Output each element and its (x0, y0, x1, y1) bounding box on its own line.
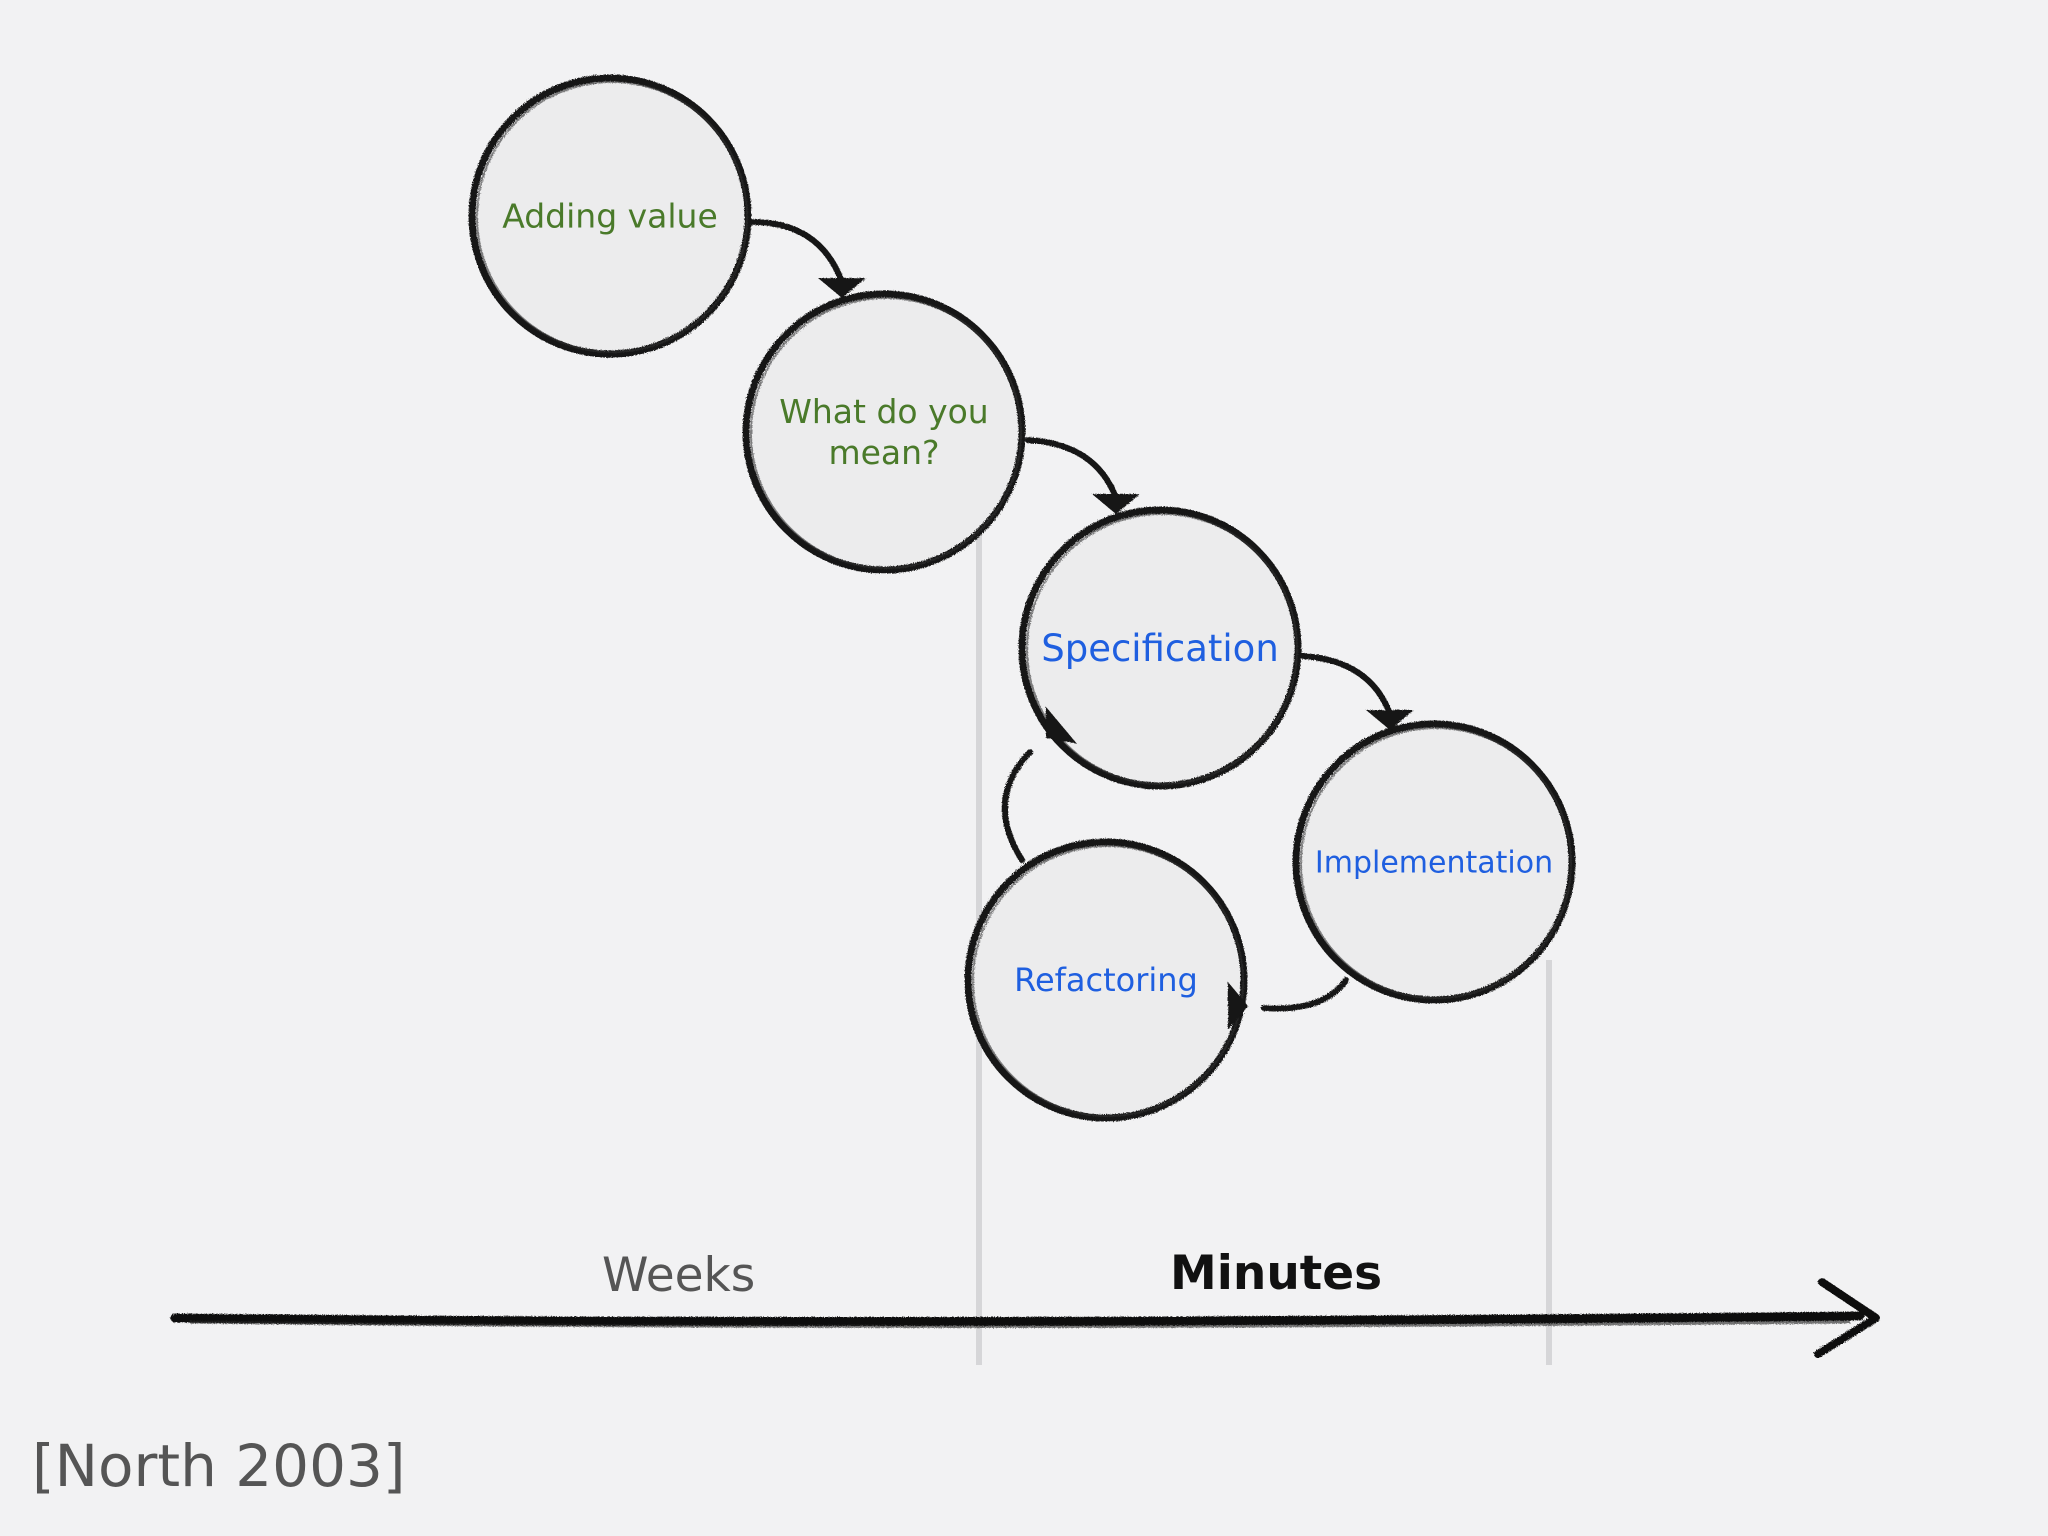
citation: [North 2003] (32, 1432, 406, 1500)
node-circle-outline-refactoring (972, 845, 1244, 1117)
node-circle-outline-specification (1026, 513, 1298, 785)
node-circle-outline-implementation (1300, 727, 1572, 999)
node-label-specification: Specification (1041, 627, 1279, 670)
edge-arrow-what-do-you-mean-to-specification (1025, 437, 1119, 501)
node-circle-outline-what-do-you-mean (750, 297, 1022, 569)
edge-arrow-implementation-to-refactoring (1261, 977, 1349, 1012)
node-circle-specification (1018, 506, 1302, 790)
arrowhead-icon (1228, 982, 1248, 1030)
timeline-arrowhead (1814, 1278, 1880, 1358)
arrowhead-icon (1366, 710, 1414, 730)
node-label-refactoring: Refactoring (1014, 961, 1198, 999)
node-label-adding-value: Adding value (502, 197, 718, 236)
node-label-implementation: Implementation (1315, 846, 1553, 881)
guide-line-right (1546, 960, 1552, 1365)
node-circle-what-do-you-mean (742, 290, 1026, 574)
axis-label-weeks: Weeks (602, 1248, 756, 1303)
timeline-axis (170, 1278, 1880, 1358)
edge-arrow-refactoring-to-specification (1001, 749, 1033, 863)
edge-arrow-adding-value-to-what-do-you-mean (749, 219, 845, 285)
arrowhead-icon (1092, 494, 1140, 514)
node-circle-outline-adding-value (476, 81, 748, 353)
axis-label-minutes: Minutes (1170, 1246, 1383, 1301)
node-label-what-do-you-mean: What do you (779, 392, 988, 431)
node-label-what-do-you-mean: mean? (828, 433, 939, 472)
node-circle-adding-value (468, 74, 752, 358)
node-circle-implementation (1292, 720, 1576, 1004)
arrowhead-icon (818, 278, 866, 298)
node-circle-refactoring (964, 838, 1248, 1122)
edge-arrow-specification-to-implementation (1299, 653, 1393, 717)
